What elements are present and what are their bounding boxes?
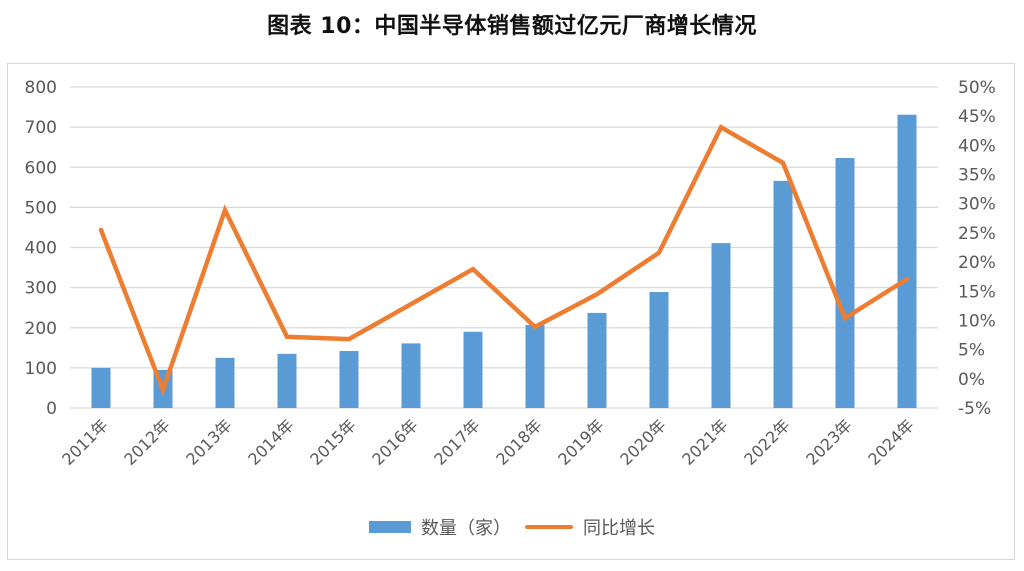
bar (525, 324, 545, 408)
left-axis-tick: 300 (25, 279, 57, 299)
legend-line-label: 同比增长 (583, 518, 655, 539)
x-axis-tick: 2017年 (430, 415, 484, 469)
chart-title: 图表 10：中国半导体销售额过亿元厂商增长情况 (267, 14, 757, 39)
bar (897, 114, 917, 408)
right-axis-ticks: -5% 0% 5% 10% 15% 20% 25% 30% 35% 40% 45% 50% (958, 78, 996, 419)
bar (91, 367, 111, 408)
x-axis-tick: 2011年 (58, 415, 112, 469)
x-axis-tick: 2020年 (616, 415, 670, 469)
right-axis-tick: 40% (958, 136, 996, 156)
x-axis-tick: 2023年 (802, 415, 856, 469)
bar (339, 351, 359, 408)
x-axis-tick: 2013年 (182, 415, 236, 469)
right-axis-tick: 15% (958, 282, 996, 302)
right-axis-tick: 10% (958, 311, 996, 331)
left-axis-tick: 800 (25, 78, 57, 98)
bar (587, 312, 607, 408)
bar-series (91, 114, 917, 408)
right-axis-tick: -5% (958, 399, 991, 419)
legend: 数量（家） 同比增长 (0, 514, 1024, 540)
gridlines (70, 86, 938, 409)
right-axis-tick: 30% (958, 195, 996, 215)
bar (215, 357, 235, 408)
left-axis-tick: 200 (25, 319, 57, 339)
bar (711, 243, 731, 408)
left-axis-ticks: 0 100 200 300 400 500 600 700 800 (25, 78, 57, 419)
x-axis-tick: 2015年 (306, 415, 360, 469)
bar (773, 180, 793, 408)
left-axis-tick: 400 (25, 239, 57, 259)
x-axis-ticks: 2011年 2012年 2013年 2014年 2015年 2016年 2017年 2018年… (58, 415, 918, 469)
legend-item-growth: 同比增长 (525, 514, 655, 540)
x-axis-tick: 2022年 (740, 415, 794, 469)
legend-bar-label: 数量（家） (421, 518, 511, 539)
left-axis-tick: 600 (25, 158, 57, 178)
x-axis-tick: 2024年 (864, 415, 918, 469)
bar (277, 353, 297, 408)
line-series (98, 124, 910, 397)
x-axis-tick: 2014年 (244, 415, 298, 469)
left-axis-tick: 700 (25, 118, 57, 138)
bar (835, 158, 855, 408)
left-axis-tick: 0 (46, 399, 57, 419)
bar (649, 292, 669, 408)
x-axis-tick: 2021年 (678, 415, 732, 469)
x-axis-tick: 2019年 (554, 415, 608, 469)
bar (463, 331, 483, 408)
x-axis-tick: 2018年 (492, 415, 546, 469)
right-axis-tick: 20% (958, 253, 996, 273)
chart-frame (7, 63, 1015, 560)
x-axis-tick: 2012年 (120, 415, 174, 469)
left-axis-tick: 500 (25, 198, 57, 218)
line-swatch-icon (525, 525, 573, 529)
bar (401, 343, 421, 408)
right-axis-tick: 35% (958, 166, 996, 186)
right-axis-tick: 0% (958, 370, 985, 390)
growth-line (98, 124, 910, 397)
left-axis-tick: 100 (25, 359, 57, 379)
x-axis-tick: 2016年 (368, 415, 422, 469)
right-axis-tick: 45% (958, 107, 996, 127)
right-axis-tick: 25% (958, 224, 996, 244)
right-axis-tick: 5% (958, 341, 985, 361)
bar-swatch-icon (369, 521, 411, 533)
legend-item-count: 数量（家） (369, 514, 511, 540)
right-axis-tick: 50% (958, 78, 996, 98)
